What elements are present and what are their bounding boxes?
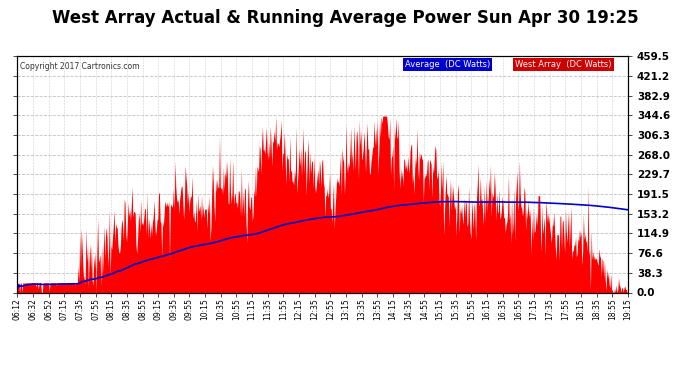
Text: Average  (DC Watts): Average (DC Watts): [405, 60, 491, 69]
Text: West Array Actual & Running Average Power Sun Apr 30 19:25: West Array Actual & Running Average Powe…: [52, 9, 638, 27]
Text: Copyright 2017 Cartronics.com: Copyright 2017 Cartronics.com: [20, 62, 140, 71]
Text: West Array  (DC Watts): West Array (DC Watts): [515, 60, 611, 69]
